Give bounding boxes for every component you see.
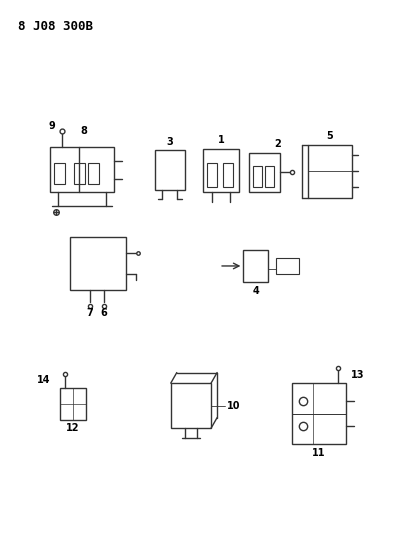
Text: 14: 14 <box>37 375 50 385</box>
FancyBboxPatch shape <box>54 163 65 184</box>
Text: 10: 10 <box>227 401 240 411</box>
Text: 9: 9 <box>48 120 55 131</box>
Text: 11: 11 <box>311 448 325 458</box>
FancyBboxPatch shape <box>249 152 279 192</box>
FancyBboxPatch shape <box>154 150 184 190</box>
Text: 12: 12 <box>66 423 79 433</box>
Text: 2: 2 <box>273 139 280 149</box>
FancyBboxPatch shape <box>60 389 86 420</box>
FancyBboxPatch shape <box>253 166 262 187</box>
FancyBboxPatch shape <box>307 144 351 198</box>
FancyBboxPatch shape <box>291 383 345 444</box>
FancyBboxPatch shape <box>202 149 239 192</box>
FancyBboxPatch shape <box>276 259 298 274</box>
FancyBboxPatch shape <box>265 166 274 187</box>
Text: 3: 3 <box>166 136 173 147</box>
FancyBboxPatch shape <box>223 163 232 187</box>
Text: 4: 4 <box>252 286 258 296</box>
Text: 8 J08 300B: 8 J08 300B <box>17 20 92 33</box>
Text: 13: 13 <box>350 370 364 380</box>
Text: 7: 7 <box>86 308 93 318</box>
FancyBboxPatch shape <box>74 163 85 184</box>
FancyBboxPatch shape <box>50 147 114 192</box>
Text: 6: 6 <box>100 308 107 318</box>
FancyBboxPatch shape <box>207 163 217 187</box>
Text: 5: 5 <box>326 131 333 141</box>
Text: 8: 8 <box>81 126 87 136</box>
FancyBboxPatch shape <box>243 249 268 282</box>
FancyBboxPatch shape <box>70 237 126 290</box>
Text: 1: 1 <box>217 135 224 146</box>
FancyBboxPatch shape <box>88 163 99 184</box>
FancyBboxPatch shape <box>171 383 211 428</box>
